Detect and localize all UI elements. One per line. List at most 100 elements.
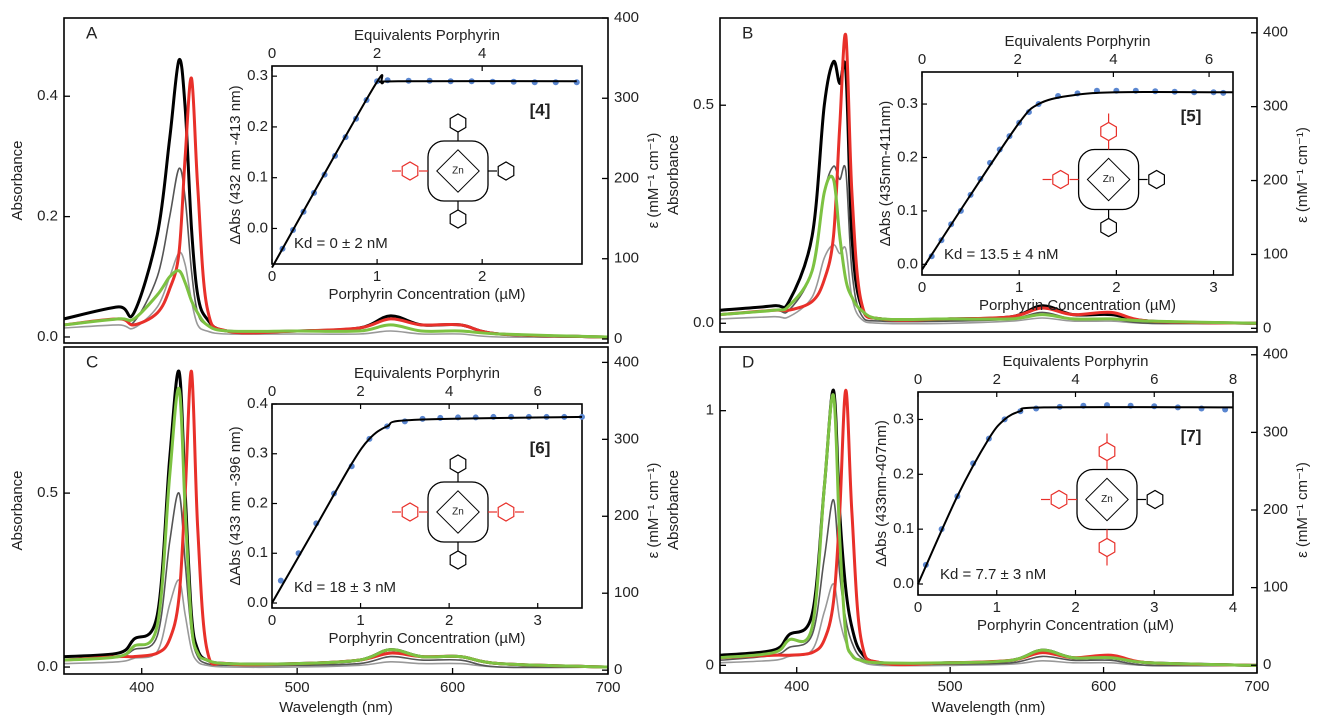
inset-x-tick-label: 2 xyxy=(1071,599,1079,616)
spectrum-line xyxy=(719,393,1258,667)
fit-line xyxy=(921,91,1234,271)
inset-x2-tick-label: 6 xyxy=(1205,51,1213,68)
y-tick-label: 0 xyxy=(706,656,714,673)
phenyl xyxy=(449,454,467,474)
phenyl xyxy=(1100,121,1118,142)
panel-label: B xyxy=(742,23,753,42)
panel-label: C xyxy=(86,352,98,371)
x-tick-label: 700 xyxy=(1244,678,1269,695)
panel-label: D xyxy=(742,352,754,371)
y2-tick-label: 300 xyxy=(1263,98,1288,115)
inset-x2-label: Equivalents Porphyrin xyxy=(1005,33,1151,50)
inset-x-tick-label: 2 xyxy=(478,268,486,285)
molecule: Zn xyxy=(1042,113,1166,238)
phenyl xyxy=(1098,441,1116,462)
y2-tick-label: 100 xyxy=(614,250,639,267)
phenyl xyxy=(449,113,467,133)
inset-x2-tick-label: 0 xyxy=(918,51,926,68)
inset-y-tick-label: 0.0 xyxy=(897,255,918,272)
y2-tick-label: 400 xyxy=(614,9,639,26)
inset-y-tick-label: 0.1 xyxy=(247,544,268,561)
plot-frame xyxy=(63,346,609,675)
inset-x2-tick-label: 6 xyxy=(534,383,542,400)
inset-y-label: ΔAbs (432 nm -413 nm) xyxy=(227,85,244,244)
y-tick-label: 0.0 xyxy=(693,314,714,331)
y-axis-label: Absorbance xyxy=(9,470,26,550)
inset-x-label: Porphyrin Concentration (µM) xyxy=(328,630,525,647)
molecule: Zn xyxy=(1041,433,1164,566)
x-tick-label: 600 xyxy=(440,679,465,696)
y2-tick-label: 0 xyxy=(614,661,622,678)
y2-tick-label: 300 xyxy=(1263,423,1288,440)
inset-y-tick-label: 0.0 xyxy=(247,594,268,611)
inset-x-tick-label: 2 xyxy=(445,612,453,629)
y-axis-label: Absorbance xyxy=(9,140,26,220)
y-tick-label: 0.5 xyxy=(693,96,714,113)
inset-x2-tick-label: 4 xyxy=(1109,51,1117,68)
inset-y-tick-label: 0.2 xyxy=(247,494,268,511)
y2-axis-label: ε (mM⁻¹ cm⁻¹) xyxy=(645,133,662,229)
data-point xyxy=(552,79,559,86)
inset-x2-tick-label: 2 xyxy=(1014,51,1022,68)
porphyrin-inner xyxy=(1086,157,1131,202)
y2-axis-label: ε (mM⁻¹ cm⁻¹) xyxy=(1294,127,1311,223)
inset-y-label: ΔAbs (433 nm -396 nm) xyxy=(227,426,244,585)
spectrum-line xyxy=(63,492,609,669)
inset-x-tick-label: 0 xyxy=(914,599,922,616)
y-tick-label: 0.0 xyxy=(37,328,58,345)
inset-x-tick-label: 1 xyxy=(373,268,381,285)
inset-x2-tick-label: 0 xyxy=(268,383,276,400)
inset-x2-tick-label: 6 xyxy=(1150,371,1158,388)
porphyrin-inner xyxy=(1085,477,1129,522)
inset-x-tick-label: 1 xyxy=(993,599,1001,616)
inset-x-label: Porphyrin Concentration (µM) xyxy=(328,286,525,303)
spectrum-line xyxy=(719,498,1258,667)
inset-y-tick-label: 0.1 xyxy=(247,169,268,186)
compound-label: [5] xyxy=(1181,106,1202,125)
x-axis-label: Wavelength (nm) xyxy=(932,699,1046,716)
annotation: Kd = 0 ± 2 nM xyxy=(294,235,388,252)
x-tick-label: 500 xyxy=(285,679,310,696)
x-tick-label: 400 xyxy=(784,678,809,695)
annotation: Kd = 7.7 ± 3 nM xyxy=(940,566,1046,583)
inset-x2-tick-label: 8 xyxy=(1229,371,1237,388)
y-axis-label: Absorbance xyxy=(665,470,682,550)
inset-x2-tick-label: 4 xyxy=(1071,371,1079,388)
plot-frame xyxy=(63,17,609,344)
compound-label: [6] xyxy=(530,438,551,457)
y2-tick-label: 200 xyxy=(614,169,639,186)
porphyrin-inner xyxy=(436,149,480,193)
x-tick-label: 600 xyxy=(1091,678,1116,695)
inset-x2-tick-label: 2 xyxy=(356,383,364,400)
inset-frame xyxy=(917,391,1234,596)
inset-frame xyxy=(921,71,1234,276)
y-tick-label: 0.4 xyxy=(37,87,58,104)
spectrum-line xyxy=(63,76,609,339)
fit-line xyxy=(271,415,583,604)
y2-tick-label: 0 xyxy=(1263,656,1271,673)
y-tick-label: 0.5 xyxy=(37,484,58,501)
inset-y-tick-label: 0.1 xyxy=(893,520,914,537)
annotation: Kd = 18 ± 3 nM xyxy=(294,579,396,596)
y2-axis-label: ε (mM⁻¹ cm⁻¹) xyxy=(645,463,662,559)
y-tick-label: 0.2 xyxy=(37,208,58,225)
inset-y-tick-label: 0.0 xyxy=(893,575,914,592)
phenyl xyxy=(497,502,515,522)
y2-tick-label: 200 xyxy=(614,507,639,524)
spectrum-line xyxy=(719,174,1258,325)
inset-x-tick-label: 2 xyxy=(1112,279,1120,296)
metal-label: Zn xyxy=(452,507,464,518)
y2-tick-label: 300 xyxy=(614,89,639,106)
y2-tick-label: 400 xyxy=(1263,346,1288,363)
phenyl xyxy=(449,550,467,570)
y2-tick-label: 200 xyxy=(1263,172,1288,189)
porphyrin-inner xyxy=(436,490,480,534)
inset-x2-label: Equivalents Porphyrin xyxy=(354,27,500,44)
y-tick-label: 0.0 xyxy=(37,658,58,675)
inset-y-tick-label: 0.2 xyxy=(247,118,268,135)
inset-x-tick-label: 3 xyxy=(1150,599,1158,616)
inset-y-tick-label: 0.3 xyxy=(247,445,268,462)
inset-x-label: Porphyrin Concentration (µM) xyxy=(979,297,1176,314)
metal-label: Zn xyxy=(452,166,464,177)
y2-tick-label: 0 xyxy=(614,330,622,347)
